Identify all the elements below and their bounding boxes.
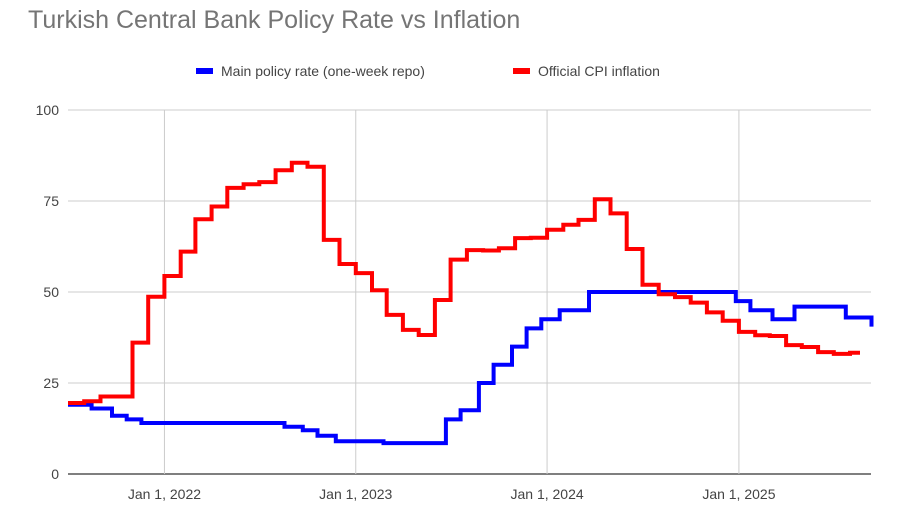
y-tick-label: 25 — [43, 375, 59, 391]
legend-item-policy-rate[interactable]: Main policy rate (one-week repo) — [196, 60, 425, 82]
series-line-policy-rate — [68, 290, 874, 446]
x-tick-label: Jan 1, 2023 — [319, 486, 392, 502]
y-tick-label: 100 — [36, 102, 60, 118]
series-layer — [68, 160, 874, 446]
x-tick-label: Jan 1, 2022 — [128, 486, 201, 502]
y-tick-label: 0 — [51, 466, 59, 482]
x-tick-label: Jan 1, 2024 — [510, 486, 583, 502]
legend-swatch-policy-rate — [196, 68, 213, 74]
grid-layer — [68, 109, 871, 475]
series-line-cpi-inflation — [68, 160, 860, 405]
axis-layer: 0 25 50 75 100 Jan 1, 2022 Jan 1, 2023 Jan 1, 2… — [36, 102, 776, 502]
chart-title: Turkish Central Bank Policy Rate vs Infl… — [28, 6, 521, 34]
chart-legend: Main policy rate (one-week repo) Officia… — [0, 60, 899, 82]
y-tick-label: 50 — [43, 284, 59, 300]
legend-label-policy-rate: Main policy rate (one-week repo) — [221, 63, 425, 79]
x-tick-label: Jan 1, 2025 — [702, 486, 775, 502]
y-tick-label: 75 — [43, 193, 59, 209]
legend-label-cpi-inflation: Official CPI inflation — [538, 63, 660, 79]
legend-swatch-cpi-inflation — [513, 68, 530, 74]
legend-item-cpi-inflation[interactable]: Official CPI inflation — [513, 60, 660, 82]
